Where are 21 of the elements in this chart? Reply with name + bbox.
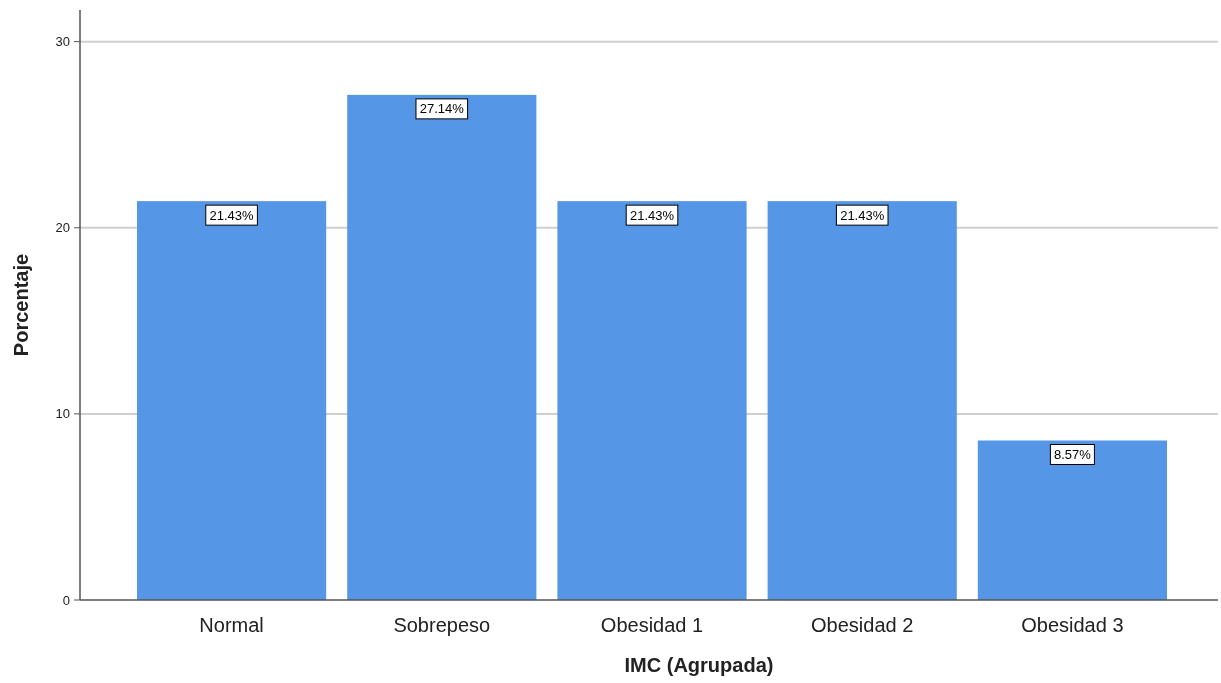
bar (137, 201, 327, 600)
x-tick-label: Obesidad 1 (600, 614, 704, 636)
x-axis-title: IMC (Agrupada) (624, 654, 774, 676)
bar (767, 201, 957, 600)
x-tick-label: Obesidad 3 (1021, 614, 1124, 636)
x-tick-label: Obesidad 2 (811, 614, 914, 636)
y-tick-label: 0 (62, 592, 70, 608)
data-label: 21.43% (629, 207, 675, 223)
bar (977, 440, 1167, 600)
x-tick-label: Normal (199, 614, 264, 636)
bar (347, 94, 537, 600)
y-tick-label: 20 (55, 220, 70, 236)
data-label: 8.57% (1053, 447, 1092, 463)
bar (557, 201, 747, 600)
x-tick-label: Sobrepeso (393, 614, 491, 636)
y-axis-title: Porcentaje (10, 253, 32, 357)
y-tick-label: 30 (55, 34, 70, 50)
y-tick-label: 10 (55, 406, 70, 422)
data-label: 21.43% (840, 207, 885, 223)
data-label: 27.14% (419, 101, 465, 117)
data-label: 21.43% (209, 207, 255, 223)
